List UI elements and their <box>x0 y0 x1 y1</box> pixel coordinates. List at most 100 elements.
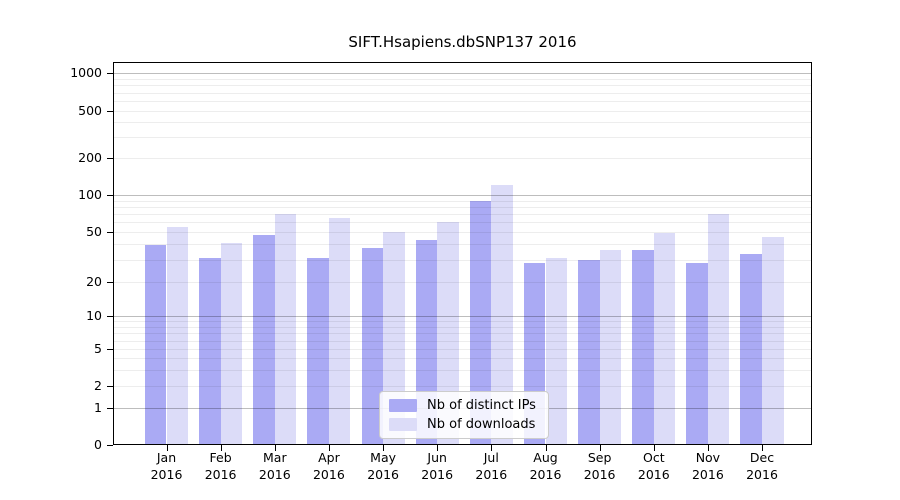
y-tick-label: 0 <box>94 437 102 452</box>
bar-downloads <box>166 226 189 445</box>
x-tick-mark <box>220 445 222 451</box>
minor-gridline <box>114 282 811 283</box>
x-tick-label-year: 2016 <box>475 467 508 482</box>
x-tick-label-year: 2016 <box>367 467 399 482</box>
x-tick-mark <box>437 445 439 451</box>
x-tick-mark <box>383 445 385 451</box>
x-tick-label-month: Jun <box>427 450 447 465</box>
minor-gridline <box>114 101 811 102</box>
bar-distinct-ips <box>361 248 384 445</box>
bar-distinct-ips <box>144 245 167 445</box>
x-tick-label-month: May <box>370 450 397 465</box>
x-tick-label-month: Nov <box>695 450 721 465</box>
legend: Nb of distinct IPs Nb of downloads <box>379 391 549 439</box>
y-tick-mark <box>107 316 113 317</box>
x-tick-label-year: 2016 <box>312 467 345 482</box>
y-tick-mark <box>107 445 113 446</box>
legend-row: Nb of downloads <box>389 417 536 432</box>
y-tick-label: 500 <box>78 102 102 118</box>
minor-gridline <box>114 214 811 215</box>
major-gridline <box>114 73 811 74</box>
bar-downloads <box>762 237 784 445</box>
x-tick-mark <box>274 445 276 451</box>
minor-gridline <box>114 93 811 94</box>
y-tick-mark <box>107 349 113 350</box>
minor-gridline <box>114 386 811 387</box>
bar-downloads <box>653 232 676 445</box>
y-tick-mark <box>107 408 113 409</box>
y-tick-label: 20 <box>86 273 102 289</box>
bar-downloads <box>599 249 622 445</box>
x-tick-label-month: Aug <box>533 450 558 465</box>
legend-label: Nb of downloads <box>427 417 536 432</box>
x-tick-mark <box>545 445 547 451</box>
x-tick-label-year: 2016 <box>583 467 616 482</box>
legend-swatch <box>389 399 417 412</box>
bar-downloads <box>328 217 351 445</box>
minor-gridline <box>114 341 811 342</box>
y-tick-label: 1 <box>94 400 102 416</box>
bar-downloads <box>545 257 568 445</box>
minor-gridline <box>114 158 811 159</box>
bar-distinct-ips <box>578 259 600 445</box>
x-tick-label-month: Apr <box>318 450 340 465</box>
x-tick-label-year: 2016 <box>421 467 454 482</box>
minor-gridline <box>114 85 811 86</box>
x-tick-label-month: Jul <box>483 450 499 465</box>
x-tick-label-month: Jan <box>156 450 177 465</box>
minor-gridline <box>114 79 811 80</box>
bar-distinct-ips <box>632 249 654 445</box>
x-tick-label-year: 2016 <box>258 467 291 482</box>
x-tick-label-month: Dec <box>749 450 775 465</box>
bar-distinct-ips <box>253 235 275 445</box>
y-tick-mark <box>107 73 113 74</box>
bar-distinct-ips <box>469 200 492 445</box>
legend-label: Nb of distinct IPs <box>427 398 536 413</box>
bar-downloads <box>491 185 513 445</box>
y-tick-label: 2 <box>94 378 102 393</box>
minor-gridline <box>114 260 811 261</box>
x-tick-label-year: 2016 <box>529 467 562 482</box>
minor-gridline <box>114 349 811 350</box>
minor-gridline <box>114 321 811 322</box>
minor-gridline <box>114 137 811 138</box>
x-tick-mark <box>653 445 655 451</box>
bar-downloads <box>220 242 243 445</box>
x-tick-mark <box>707 445 709 451</box>
legend-swatch <box>389 418 417 431</box>
y-tick-mark <box>107 158 113 159</box>
major-gridline <box>114 195 811 196</box>
x-tick-mark <box>328 445 330 451</box>
y-tick-mark <box>107 195 113 196</box>
x-tick-label-month: Mar <box>263 450 287 465</box>
y-tick-label: 200 <box>78 150 102 166</box>
minor-gridline <box>114 370 811 371</box>
minor-gridline <box>114 244 811 245</box>
minor-gridline <box>114 201 811 202</box>
x-tick-label-year: 2016 <box>746 467 778 482</box>
y-tick-mark <box>107 111 113 112</box>
y-tick-label: 50 <box>86 223 102 239</box>
x-tick-label-month: Feb <box>209 450 232 465</box>
y-tick-label: 5 <box>94 341 102 357</box>
minor-gridline <box>114 327 811 328</box>
bar-downloads <box>707 213 730 445</box>
minor-gridline <box>114 222 811 223</box>
x-tick-label-year: 2016 <box>204 467 237 482</box>
legend-row: Nb of distinct IPs <box>389 398 536 413</box>
y-tick-mark <box>107 282 113 283</box>
bar-distinct-ips <box>740 254 762 445</box>
minor-gridline <box>114 111 811 112</box>
y-tick-mark <box>107 232 113 233</box>
x-tick-mark <box>599 445 601 451</box>
y-tick-label: 1000 <box>70 65 102 81</box>
bar-distinct-ips <box>686 263 708 445</box>
bar-downloads <box>274 213 297 445</box>
x-tick-label-year: 2016 <box>637 467 670 482</box>
minor-gridline <box>114 122 811 123</box>
x-tick-mark <box>762 445 763 451</box>
bar-distinct-ips <box>307 257 329 445</box>
minor-gridline <box>114 333 811 334</box>
x-tick-label-year: 2016 <box>691 467 724 482</box>
